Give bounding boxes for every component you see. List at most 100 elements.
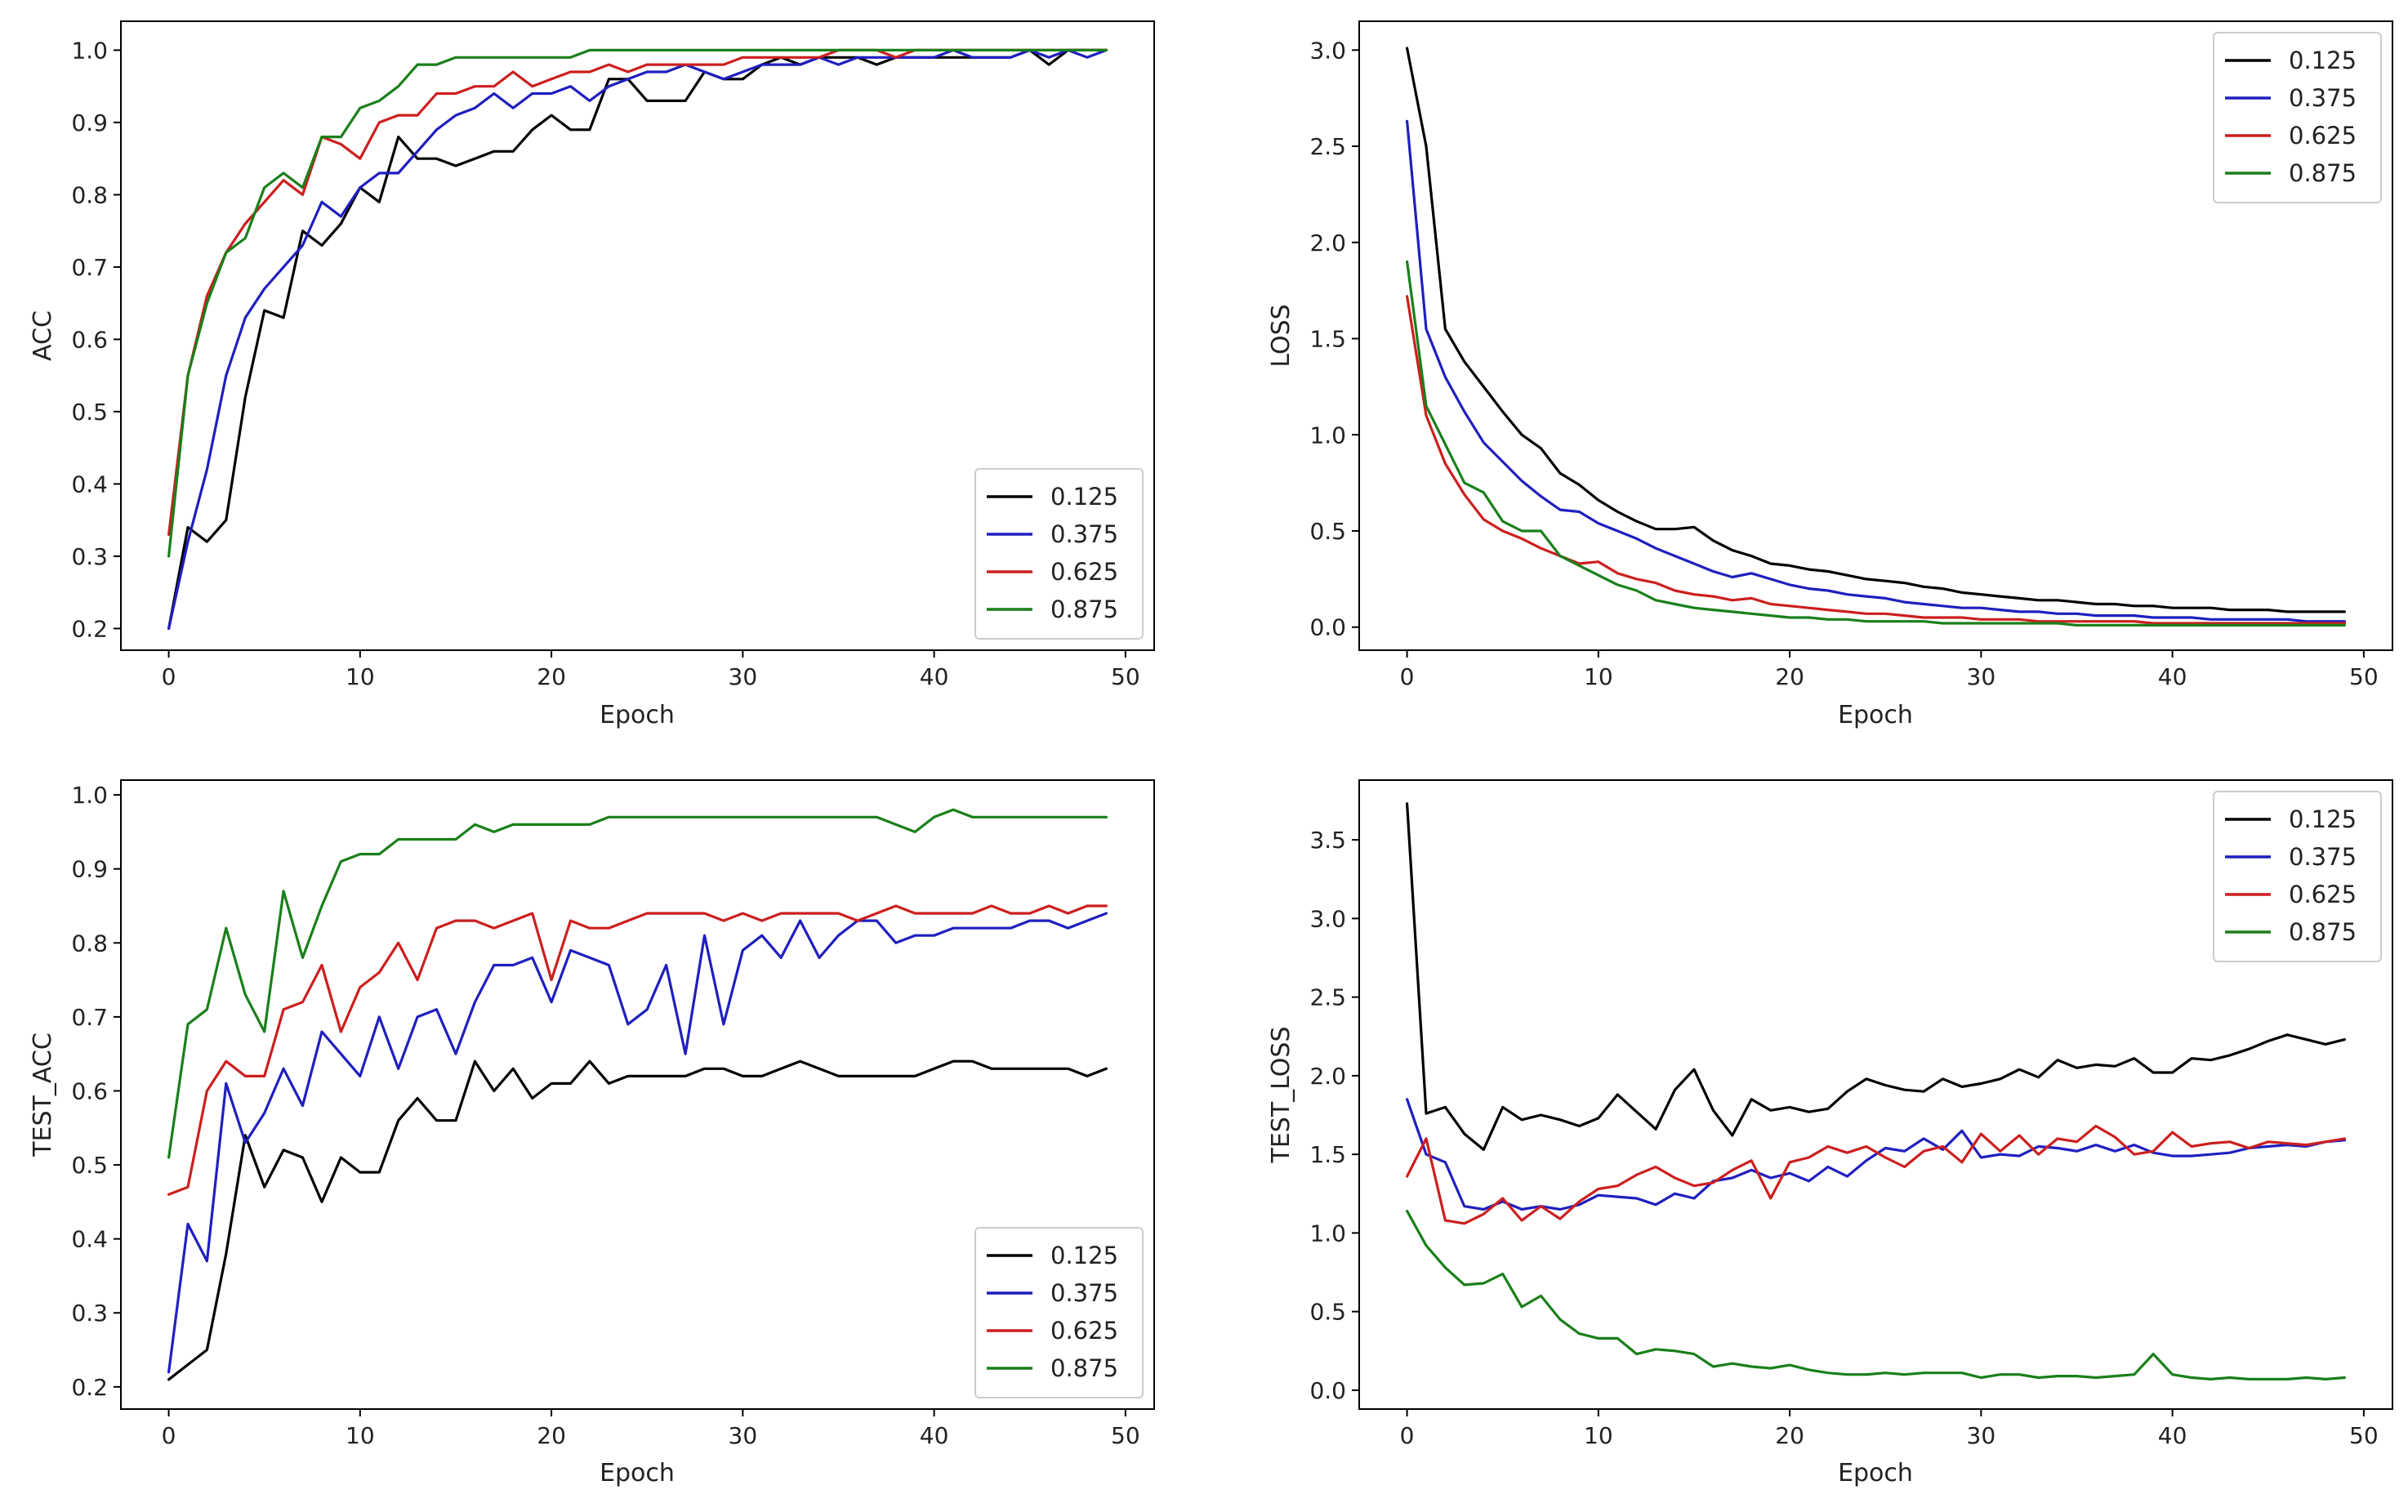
loss-ytick-label: 2.5 <box>1309 133 1346 160</box>
acc-legend-label: 0.375 <box>1050 520 1118 548</box>
test-loss-xtick-label: 20 <box>1775 1422 1804 1449</box>
test-loss-ylabel: TEST_LOSS <box>1267 1027 1295 1164</box>
test-acc-ytick-label: 0.5 <box>71 1152 108 1179</box>
acc-xtick-label: 10 <box>346 663 375 690</box>
acc-ytick-label: 0.4 <box>71 471 108 497</box>
test-acc-legend-label: 0.875 <box>1050 1354 1118 1382</box>
test-loss-ytick-label: 1.5 <box>1309 1141 1346 1168</box>
panel-acc: 0 10 20 30 40 50 0.2 0.3 0.4 0.5 0.6 0.7 0.8 0.9 1.0 0.… <box>29 20 1155 729</box>
panel-test-acc: 0 10 20 30 40 50 0.2 0.3 0.4 0.5 0.6 0.7 0.8 0.9 1.0 0.… <box>29 779 1155 1487</box>
loss-xtick-label: 30 <box>1967 663 1996 690</box>
test-loss-ytick-label: 0.5 <box>1309 1299 1346 1326</box>
test-acc-xtick-label: 30 <box>729 1422 758 1449</box>
test-acc-ytick-label: 0.3 <box>71 1300 108 1327</box>
test-acc-legend-label: 0.375 <box>1050 1279 1118 1307</box>
acc-xtick-label: 0 <box>162 663 176 690</box>
acc-legend-box <box>974 468 1144 640</box>
acc-ytick-label: 0.2 <box>71 615 108 642</box>
acc-ytick-label: 0.5 <box>71 399 108 426</box>
loss-ylabel: LOSS <box>1267 304 1295 367</box>
test-acc-ytick-label: 0.2 <box>71 1374 108 1401</box>
test-loss-xtick-label: 40 <box>2158 1422 2187 1449</box>
loss-xtick-label: 40 <box>2158 663 2187 690</box>
acc-marks: 0 10 20 30 40 50 0.2 0.3 0.4 0.5 0.6 0.7 0.8 0.9 1.0 0.… <box>71 37 1144 690</box>
test-loss-ytick-label: 2.5 <box>1309 984 1346 1011</box>
test-loss-xtick-label: 10 <box>1584 1422 1613 1449</box>
test-acc-ytick-label: 1.0 <box>71 782 108 809</box>
acc-xlabel: Epoch <box>600 701 675 729</box>
test-acc-legend: 0.125 0.375 0.625 0.875 <box>974 1227 1144 1398</box>
loss-axes-frame <box>1358 20 2393 651</box>
acc-series-line-0_875 <box>167 48 1108 558</box>
test-acc-xlabel: Epoch <box>600 1459 675 1487</box>
test-loss-series-line-0_375 <box>1405 1098 2346 1211</box>
acc-legend-label: 0.625 <box>1050 558 1118 586</box>
panel-loss: 0 10 20 30 40 50 0.0 0.5 1.0 1.5 2.0 2.5 3.0 0.125 0.3… <box>1267 20 2393 729</box>
loss-xtick-label: 20 <box>1775 663 1804 690</box>
test-acc-ytick-label: 0.8 <box>71 930 108 957</box>
acc-ytick-label: 1.0 <box>71 37 108 64</box>
test-loss-legend-label: 0.125 <box>2289 805 2357 833</box>
acc-series-line-0_625 <box>167 48 1108 537</box>
acc-legend-label: 0.125 <box>1050 483 1118 511</box>
test-loss-series-line-0_875 <box>1405 1209 2346 1381</box>
acc-xtick-label: 20 <box>537 663 566 690</box>
loss-ytick-label: 1.0 <box>1309 421 1346 448</box>
test-acc-axes-frame <box>120 779 1155 1410</box>
loss-xtick-label: 50 <box>2349 663 2379 690</box>
loss-ytick-label: 3.0 <box>1309 37 1346 64</box>
test-acc-series-line-0_125 <box>167 1059 1108 1381</box>
test-acc-ytick-label: 0.6 <box>71 1077 108 1104</box>
acc-ytick-label: 0.3 <box>71 543 108 570</box>
acc-ytick-label: 0.6 <box>71 326 108 353</box>
test-acc-xtick-label: 0 <box>162 1422 176 1449</box>
test-acc-legend-label: 0.625 <box>1050 1317 1118 1345</box>
test-acc-ytick-label: 0.9 <box>71 856 108 883</box>
loss-xtick-label: 0 <box>1400 663 1415 690</box>
acc-xtick-label: 50 <box>1111 663 1140 690</box>
test-acc-xtick-label: 10 <box>346 1422 375 1449</box>
loss-legend: 0.125 0.375 0.625 0.875 <box>2213 32 2382 203</box>
test-loss-legend-box <box>2213 791 2382 962</box>
test-loss-ytick-label: 3.0 <box>1309 905 1346 932</box>
test-loss-ytick-label: 2.0 <box>1309 1063 1346 1090</box>
acc-xtick-label: 30 <box>729 663 758 690</box>
acc-legend: 0.125 0.375 0.625 0.875 <box>974 468 1144 640</box>
acc-ytick-label: 0.9 <box>71 109 108 136</box>
loss-series-line-0_875 <box>1405 260 2346 627</box>
test-loss-ytick-label: 0.0 <box>1309 1377 1346 1404</box>
test-acc-series-line-0_875 <box>167 808 1108 1159</box>
loss-marks: 0 10 20 30 40 50 0.0 0.5 1.0 1.5 2.0 2.5 3.0 0.125 0.3… <box>1309 32 2382 690</box>
test-acc-marks: 0 10 20 30 40 50 0.2 0.3 0.4 0.5 0.6 0.7 0.8 0.9 1.0 0.… <box>71 782 1144 1449</box>
loss-legend-label: 0.375 <box>2289 84 2357 112</box>
test-loss-marks: 0 10 20 30 40 50 0.0 0.5 1.0 1.5 2.0 2.5 3.0 3.5 0.125… <box>1309 791 2382 1449</box>
loss-series-line-0_125 <box>1405 47 2346 613</box>
loss-legend-box <box>2213 32 2382 203</box>
test-acc-xtick-label: 20 <box>537 1422 566 1449</box>
acc-series-line-0_375 <box>167 48 1108 631</box>
acc-axes-frame <box>120 20 1155 651</box>
loss-ytick-label: 0.0 <box>1309 614 1346 641</box>
test-acc-series-line-0_625 <box>167 904 1108 1196</box>
test-acc-ytick-label: 0.4 <box>71 1226 108 1253</box>
test-loss-ytick-label: 3.5 <box>1309 827 1346 854</box>
test-loss-legend-label: 0.375 <box>2289 843 2357 871</box>
test-loss-xtick-label: 30 <box>1967 1422 1996 1449</box>
test-loss-xlabel: Epoch <box>1838 1459 1913 1487</box>
test-loss-axes-frame <box>1358 779 2393 1410</box>
loss-legend-label: 0.625 <box>2289 122 2357 149</box>
acc-ylabel: ACC <box>29 310 57 361</box>
acc-ytick-label: 0.7 <box>71 254 108 281</box>
test-acc-legend-label: 0.125 <box>1050 1242 1118 1269</box>
loss-legend-label: 0.125 <box>2289 47 2357 74</box>
test-loss-xtick-label: 0 <box>1400 1422 1415 1449</box>
loss-legend-label: 0.875 <box>2289 159 2357 187</box>
panel-test-loss: 0 10 20 30 40 50 0.0 0.5 1.0 1.5 2.0 2.5 3.0 3.5 0.125… <box>1267 779 2393 1487</box>
test-acc-ytick-label: 0.7 <box>71 1004 108 1031</box>
test-loss-xtick-label: 50 <box>2349 1422 2379 1449</box>
loss-xlabel: Epoch <box>1838 701 1913 729</box>
test-acc-xtick-label: 40 <box>920 1422 949 1449</box>
test-loss-series-line-0_625 <box>1405 1124 2346 1225</box>
acc-series-line-0_125 <box>167 48 1108 631</box>
